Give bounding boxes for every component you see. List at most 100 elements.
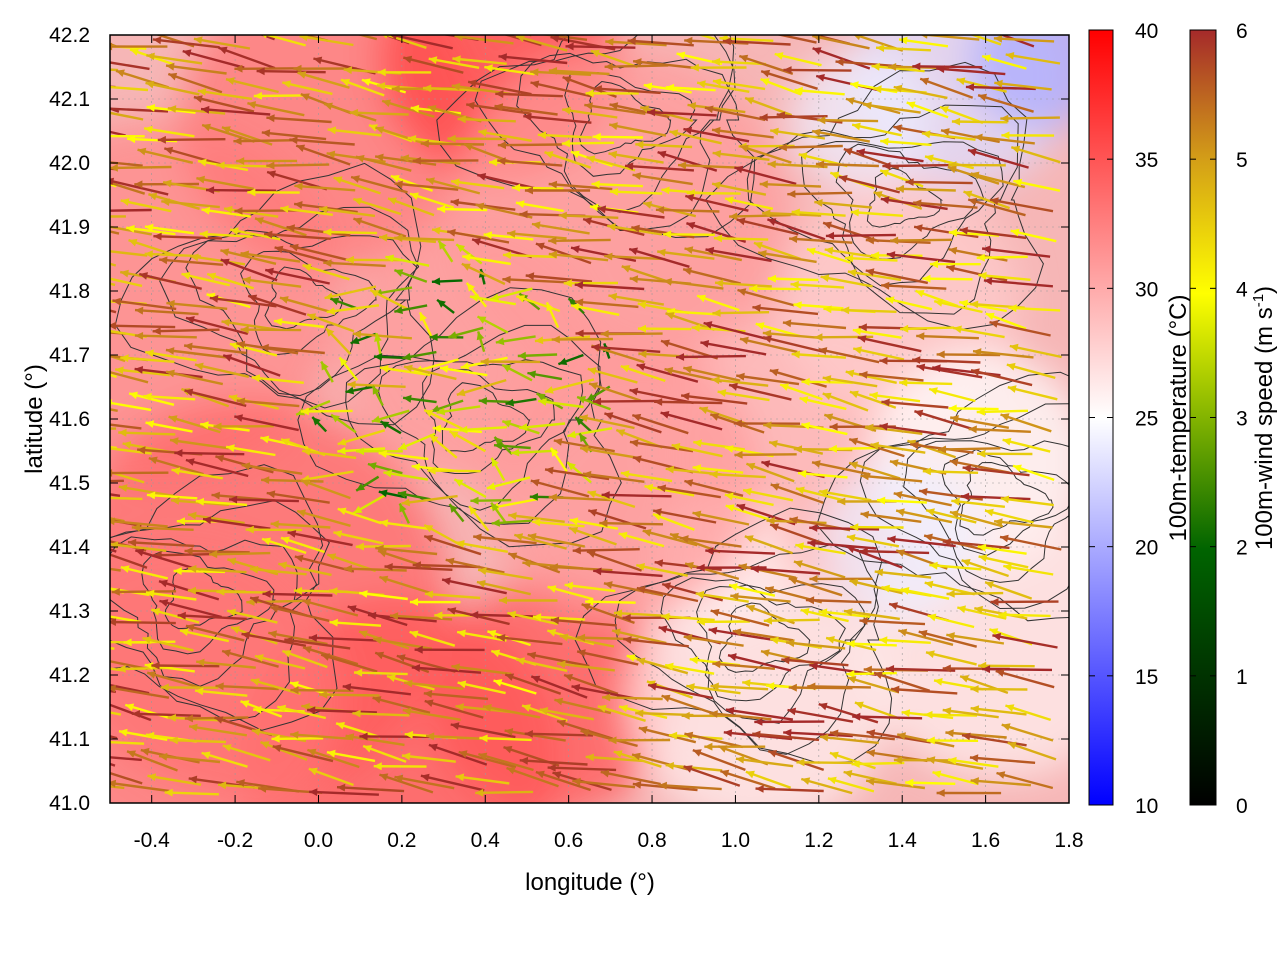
wind-vector-head	[865, 268, 875, 276]
wind-vector-head	[506, 767, 516, 775]
wind-vector-shaft	[998, 613, 1051, 618]
wind-vector-head	[409, 630, 419, 639]
wind-vector-head	[920, 77, 930, 86]
wind-vector-shaft	[683, 366, 741, 382]
wind-vector-shaft	[807, 685, 871, 689]
wind-vector-head	[345, 386, 355, 395]
wind-vector-head	[493, 679, 503, 687]
wind-vector-head	[523, 113, 532, 121]
wind-vector-head	[622, 613, 631, 622]
wind-vector-shaft	[1008, 306, 1061, 312]
wind-vector-head	[347, 380, 356, 389]
wind-vector-shaft	[194, 689, 248, 697]
wind-vector-head	[563, 279, 572, 288]
wind-vector-shaft	[452, 57, 507, 65]
wind-vector-head	[382, 35, 388, 39]
wind-vector-head	[270, 25, 279, 33]
wind-vector-shaft	[623, 637, 689, 648]
wind-vector-head	[120, 565, 130, 573]
wind-vector-head	[522, 559, 531, 568]
wind-vector-head	[419, 312, 427, 322]
wind-vector-head	[1006, 362, 1016, 371]
wind-vector-shaft	[403, 56, 464, 74]
temperature-colorbar-label: 100m-temperature (°C)	[1165, 294, 1192, 541]
wind-vector-head	[571, 245, 580, 254]
wind-vector-head	[380, 365, 389, 373]
wind-vector-head	[613, 750, 623, 758]
wind-vector-head	[549, 563, 558, 572]
wind-vector-shaft	[221, 320, 279, 331]
wind-vector-shaft	[1000, 497, 1054, 507]
wind-vector-head	[91, 547, 100, 554]
wind-vector-shaft	[882, 163, 952, 168]
wind-vector-head	[762, 209, 771, 218]
wind-vector-shaft	[347, 383, 406, 388]
wind-vector-head	[157, 135, 166, 144]
wind-vector-shaft	[683, 765, 741, 787]
wind-vector-head	[1005, 52, 1015, 60]
wind-vector-head	[345, 733, 355, 741]
wind-vector-head	[547, 629, 557, 637]
wind-vector-shaft	[428, 743, 488, 766]
wind-vector-head	[110, 321, 117, 330]
contour-line	[441, 382, 531, 453]
wind-vector-head	[469, 294, 479, 302]
wind-vector-shaft	[515, 35, 568, 52]
wind-vector-shaft	[353, 217, 407, 238]
wind-vector-shaft	[467, 80, 532, 96]
wind-vector-shaft	[261, 131, 327, 141]
wind-vector-shaft	[647, 683, 713, 700]
wind-vector-shaft	[479, 736, 532, 742]
wind-vector-head	[814, 199, 823, 207]
wind-vector-head	[140, 747, 150, 756]
wind-vector-head	[949, 510, 959, 518]
temperature-patch	[430, 580, 670, 803]
wind-vector-head	[495, 90, 504, 98]
wind-vector-head	[241, 631, 251, 640]
wind-vector-head	[643, 201, 653, 209]
contour-line	[704, 61, 1044, 331]
wind-vector-head	[478, 752, 488, 761]
wind-vector-head	[770, 523, 779, 531]
wind-vector-head	[253, 92, 262, 100]
wind-vector-shaft	[697, 35, 716, 41]
wind-vector-head	[880, 137, 889, 146]
wind-vector-shaft	[572, 548, 640, 552]
wind-vector-head	[826, 636, 835, 644]
wind-vector-head	[247, 101, 257, 109]
wind-vector-shaft	[437, 207, 488, 212]
wind-vector-shaft	[704, 106, 766, 122]
wind-vector-shaft	[638, 726, 697, 744]
wind-vector-head	[632, 413, 642, 422]
wind-vector-head	[231, 626, 240, 634]
wind-vector-head	[866, 777, 875, 786]
wind-vector-head	[996, 771, 1006, 779]
wind-vector-shaft	[900, 588, 950, 600]
wind-vector-head	[164, 146, 174, 155]
wind-vector-shaft	[871, 64, 925, 73]
wind-vector-head	[612, 628, 621, 637]
wind-vector-shaft	[948, 407, 999, 411]
wind-vector-head	[946, 590, 955, 598]
wind-vector-head	[337, 783, 346, 792]
wind-vector-head	[829, 751, 839, 760]
wind-vector-shaft	[818, 348, 880, 364]
wind-vector-head	[665, 465, 675, 474]
wind-vector-shaft	[933, 300, 983, 314]
wind-vector-head	[849, 578, 859, 587]
wind-vector-head	[197, 88, 207, 96]
wind-vector-head	[505, 398, 515, 407]
wind-vector-head	[375, 153, 384, 162]
wind-vector-head	[242, 276, 251, 285]
wind-vector-shaft	[394, 775, 455, 790]
wind-vector-shaft	[527, 652, 590, 668]
wind-vector-head	[359, 732, 368, 741]
wind-vector-head	[823, 305, 832, 314]
wind-vector-head	[427, 466, 436, 475]
wind-vector-head	[683, 267, 692, 275]
wind-vector-shaft	[324, 285, 377, 300]
wind-vector-head	[895, 185, 905, 193]
wind-vector-head	[949, 458, 959, 467]
wind-vector-head	[929, 260, 938, 269]
wind-vector-head	[516, 295, 526, 303]
